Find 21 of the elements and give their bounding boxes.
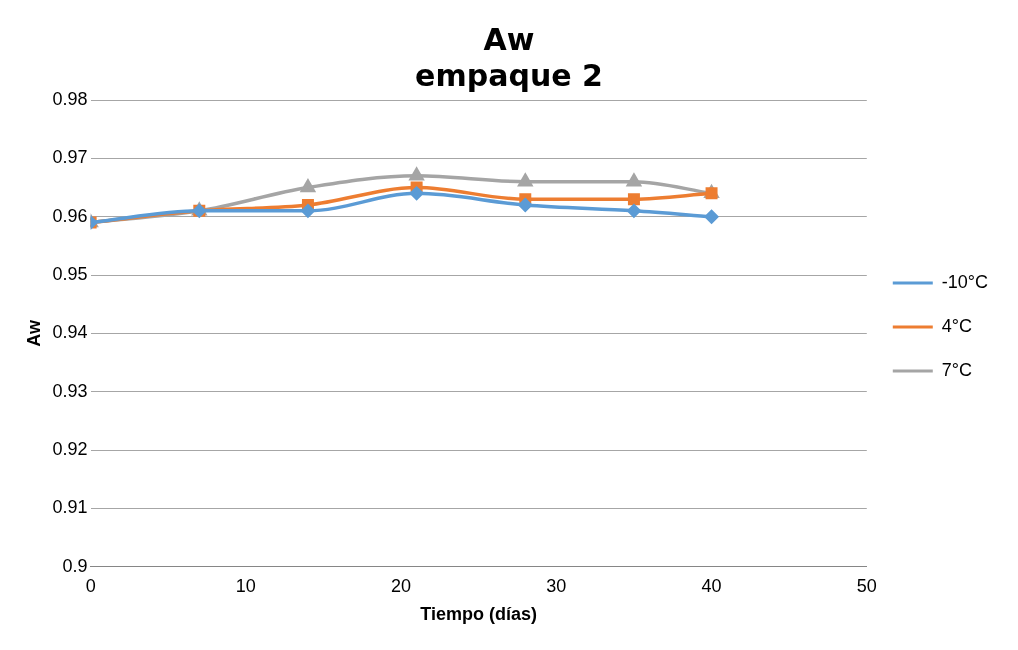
- y-tick-label: 0.96: [52, 205, 88, 226]
- x-tick-label: 40: [701, 575, 722, 596]
- y-tick-label: 0.9: [62, 555, 88, 576]
- y-tick-label: 0.98: [52, 88, 88, 109]
- legend-label: 4°C: [941, 315, 973, 336]
- legend-label: 7°C: [941, 359, 973, 380]
- y-tick-label: 0.97: [52, 147, 88, 168]
- legend-label: -10°C: [941, 271, 989, 292]
- y-tick-label: 0.94: [52, 322, 88, 343]
- x-axis-title: Tiempo (días): [420, 604, 538, 625]
- y-tick-label: 0.91: [52, 497, 88, 518]
- x-tick-label: 10: [235, 575, 256, 596]
- y-tick-label: 0.92: [52, 439, 88, 460]
- x-tick-label: 0: [85, 575, 96, 596]
- chart-title: Aw empaque 2: [415, 21, 603, 93]
- y-tick-label: 0.93: [52, 380, 88, 401]
- x-tick-label: 50: [856, 575, 877, 596]
- y-tick-label: 0.95: [52, 264, 88, 285]
- x-tick-label: 20: [391, 575, 412, 596]
- y-axis-title: Aw: [23, 319, 44, 347]
- x-tick-label: 30: [546, 575, 567, 596]
